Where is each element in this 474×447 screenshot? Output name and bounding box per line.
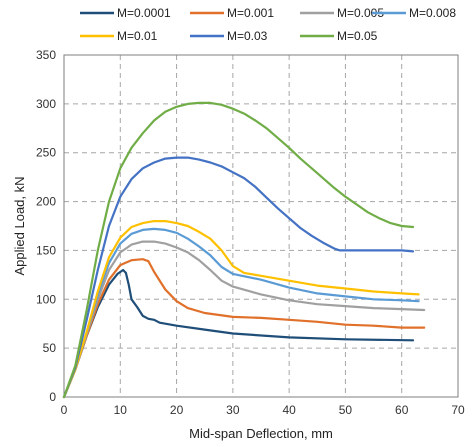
legend-item-5: M=0.01 (80, 29, 158, 43)
legend-item-1: M=0.0001 (80, 6, 171, 20)
legend-label: M=0.008 (409, 6, 456, 20)
legend-item-2: M=0.001 (190, 6, 274, 20)
legend: M=0.0001 M=0.001 M=0.005 M=0.008 M=0.01 M=0.0… (80, 6, 456, 43)
series-layer (62, 101, 426, 399)
y-tick-label: 100 (36, 292, 56, 306)
x-tick-label: 30 (226, 403, 240, 417)
legend-item-3: M=0.005 (300, 6, 384, 20)
series-line-1 (62, 268, 415, 399)
y-tick-label: 150 (36, 243, 56, 257)
x-axis-title: Mid-span Deflection, mm (189, 426, 333, 441)
series-line-2 (62, 258, 426, 399)
x-tick-label: 0 (61, 403, 68, 417)
series-line-3 (62, 240, 426, 399)
legend-label: M=0.0001 (117, 6, 171, 20)
y-tick-label: 350 (36, 48, 56, 62)
x-tick-label: 60 (395, 403, 409, 417)
series-line-6 (62, 156, 415, 399)
x-tick-label: 10 (114, 403, 128, 417)
legend-label: M=0.01 (117, 29, 158, 43)
legend-label: M=0.05 (337, 29, 378, 43)
legend-item-4: M=0.008 (372, 6, 456, 20)
x-tick-label: 50 (339, 403, 353, 417)
x-tick-label: 70 (451, 403, 465, 417)
y-tick-label: 300 (36, 97, 56, 111)
series-line-7 (62, 101, 415, 399)
plot-area-frame (63, 54, 459, 398)
series-line-5 (62, 220, 420, 399)
legend-label: M=0.001 (227, 6, 274, 20)
legend-item-6: M=0.03 (190, 29, 268, 43)
x-axis-tick-labels: 0 10 20 30 40 50 60 70 (61, 403, 465, 417)
legend-label: M=0.03 (227, 29, 268, 43)
legend-label: M=0.005 (337, 6, 384, 20)
y-tick-label: 250 (36, 146, 56, 160)
series-line-4 (62, 227, 420, 399)
y-tick-label: 200 (36, 195, 56, 209)
x-tick-label: 20 (170, 403, 184, 417)
y-tick-label: 50 (43, 341, 57, 355)
y-axis-title: Applied Load, kN (12, 176, 27, 275)
y-axis-tick-labels: 0 50 100 150 200 250 300 350 (36, 48, 56, 404)
y-tick-label: 0 (49, 390, 56, 404)
x-tick-label: 40 (282, 403, 296, 417)
legend-item-7: M=0.05 (300, 29, 378, 43)
